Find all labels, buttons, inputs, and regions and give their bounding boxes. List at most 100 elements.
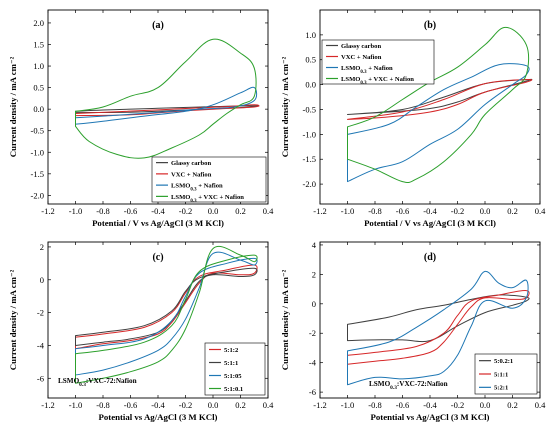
legend-box	[151, 156, 267, 203]
y-tick-label: -1.5	[31, 169, 44, 179]
x-tick-label: 0.0	[480, 206, 491, 216]
y-tick-label: -1.0	[31, 147, 44, 157]
y-tick-label: 0	[312, 299, 316, 309]
x-tick-label: -0.6	[124, 400, 137, 410]
x-tick-label: -0.6	[124, 206, 137, 216]
series-line-5-1-0-1	[75, 245, 258, 384]
series-line-5-1-1	[347, 290, 530, 365]
legend-label: 5:1:0.1	[224, 386, 243, 393]
y-tick-label: -6	[37, 373, 44, 383]
y-tick-label: 2	[40, 242, 44, 252]
legend-label: 5:0.2:1	[494, 358, 513, 365]
x-tick-label: 0.2	[235, 400, 246, 410]
x-axis-label: Potential / V vs Ag/AgCl (3 M KCl)	[92, 218, 224, 228]
series-line-lsmo0-3-nafion	[75, 86, 258, 125]
y-tick-label: 4	[312, 240, 317, 250]
panel-c: -1.2 -1.0 -0.8 -0.6 -0.4 -0.2 0.0 0.2 0.4 -6 -4 -2 0…	[8, 241, 274, 422]
x-tick-label: 0.0	[480, 400, 491, 410]
legend-label: LSMO0.3 + VXC + Nafion	[341, 76, 414, 86]
y-axis-label: Current density / mA cm⁻²	[8, 269, 18, 370]
legend-label: LSMO0.3 + VXC + Nafion	[171, 194, 244, 204]
y-tick-label: -2.0	[303, 179, 316, 189]
legend-label: VXC + Nafion	[341, 54, 382, 61]
y-tick-label: 0.0	[33, 104, 44, 114]
legend-label: VXC + Nafion	[171, 171, 212, 178]
x-tick-label: 0.4	[535, 206, 546, 216]
legend: 5:0.2:1 5:1:1 5:2:1	[474, 353, 538, 395]
panel-label: (c)	[152, 252, 163, 263]
panel-label: (b)	[424, 20, 436, 31]
x-tick-label: -0.4	[151, 400, 165, 410]
x-tick-label: -0.2	[179, 206, 192, 216]
legend-label: 5:1:1	[494, 371, 508, 378]
legend-label: 5:1:05	[224, 373, 242, 380]
legend: Glassy carbon VXC + Nafion LSMO0.3 + Nafio…	[321, 39, 435, 86]
x-tick-label: -0.4	[423, 400, 437, 410]
series-line-lsmo0-3-vxc-nafion	[75, 38, 257, 159]
x-tick-label: -1.0	[69, 206, 82, 216]
x-tick-label: 0.0	[208, 206, 219, 216]
y-axis-label: Current density / mA cm⁻²	[280, 56, 290, 157]
y-tick-label: -2	[37, 308, 44, 318]
x-tick-label: 0.4	[263, 400, 274, 410]
y-tick-label: 0.0	[305, 80, 316, 90]
x-tick-label: -1.0	[69, 400, 82, 410]
x-tick-label: 0.2	[235, 206, 246, 216]
x-tick-label: -1.2	[41, 206, 54, 216]
panel-d: -1.2 -1.0 -0.8 -0.6 -0.4 -0.2 0.0 0.2 0.4 -6 -4 -2 0…	[280, 240, 546, 422]
y-tick-label: 0.5	[33, 83, 44, 93]
x-tick-label: -1.2	[313, 400, 326, 410]
series-line-5-1-2	[75, 264, 258, 350]
legend-label: 5:1:1	[224, 360, 238, 367]
x-axis-label: Potential vs Ag/AgCl (3 M KCl)	[99, 412, 218, 422]
legend-label: 5:2:1	[494, 385, 508, 392]
panel-a: -1.2 -1.0 -0.8 -0.6 -0.4 -0.2 0.0 0.2 0.4 -2.0 -1.…	[8, 9, 274, 228]
y-tick-label: -2	[309, 328, 316, 338]
series-line-glassy-carbon	[347, 78, 533, 115]
x-tick-label: -0.8	[96, 206, 109, 216]
x-tick-label: -0.2	[179, 400, 192, 410]
y-tick-label: 0.5	[305, 55, 316, 65]
x-tick-label: 0.2	[507, 400, 518, 410]
panel-label: (d)	[424, 252, 436, 263]
series-line-5-0-2-1	[347, 294, 530, 343]
y-tick-label: 0	[40, 275, 44, 285]
y-axis-label: Current density / mA cm⁻²	[280, 269, 290, 370]
y-tick-label: 1.5	[33, 39, 44, 49]
x-tick-label: -0.6	[396, 206, 409, 216]
legend-label: LSMO0.3 + Nafion	[341, 65, 393, 75]
series-line-vxc-nafion	[75, 104, 260, 117]
legend-label: 5:1:2	[224, 347, 239, 354]
y-tick-label: 2	[312, 269, 316, 279]
y-tick-label: 1.0	[305, 30, 316, 40]
y-tick-label: -1.5	[303, 154, 316, 164]
plot-frame	[319, 9, 541, 205]
x-tick-label: -0.2	[451, 206, 464, 216]
legend-box	[321, 39, 435, 85]
y-tick-label: -4	[309, 358, 317, 368]
x-tick-label: 0.0	[208, 400, 219, 410]
y-tick-label: -4	[37, 340, 45, 350]
x-tick-label: -1.0	[341, 206, 354, 216]
series-group	[75, 245, 258, 384]
x-axis-label: Potential vs Ag/AgCl (3 M KCl)	[371, 412, 490, 422]
y-tick-label: -0.5	[31, 126, 44, 136]
y-tick-label: 1.0	[33, 61, 44, 71]
x-tick-label: -0.4	[151, 206, 165, 216]
y-tick-label: -6	[309, 387, 316, 397]
legend: Glassy carbon VXC + Nafion LSMO0.3 + Nafio…	[151, 156, 267, 204]
series-line-vxc-nafion	[347, 79, 533, 120]
x-tick-label: -0.6	[396, 400, 409, 410]
x-tick-label: -0.8	[368, 400, 381, 410]
x-tick-label: -0.8	[96, 400, 109, 410]
series-line-lsmo0-3-vxc-nafion	[347, 26, 530, 184]
annotation: LSMO0.3:VXC-72:Nafion	[369, 380, 448, 391]
x-axis-label: Potential / V vs Ag/AgCl (3 M KCl)	[364, 218, 496, 228]
legend-box	[204, 342, 266, 396]
y-tick-label: 2.0	[33, 18, 44, 28]
series-line-5-2-1	[347, 270, 529, 386]
panel-label: (a)	[152, 20, 164, 31]
y-tick-label: -0.5	[303, 104, 316, 114]
y-tick-label: -1.0	[303, 129, 316, 139]
